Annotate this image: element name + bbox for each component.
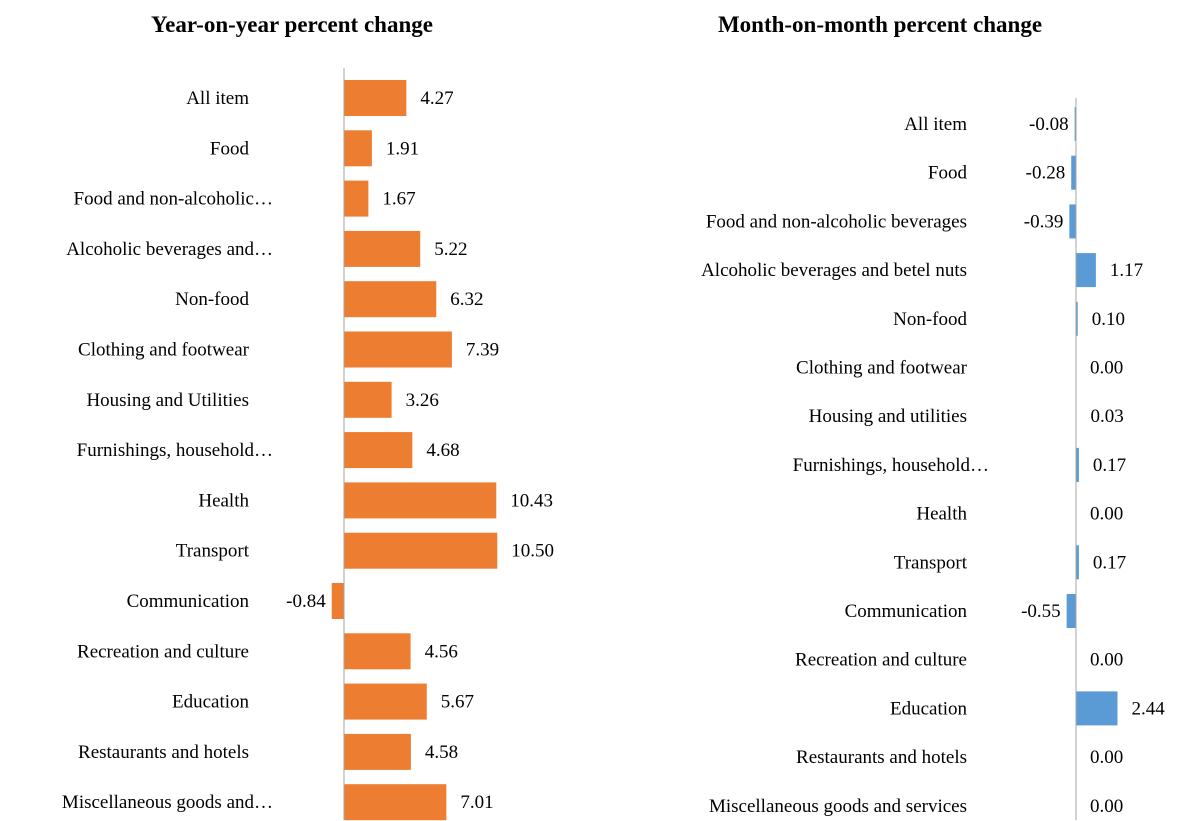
yoy-category-label: Food and non-alcoholic…: [74, 189, 273, 210]
mom-value-label: 0.00: [1090, 747, 1123, 768]
mom-value-label: 0.17: [1093, 552, 1126, 573]
yoy-value-label: 1.67: [382, 189, 415, 210]
mom-category-label: Food and non-alcoholic beverages: [706, 211, 967, 232]
mom-value-label: -0.39: [1024, 211, 1064, 232]
mom-category-label: Miscellaneous goods and services: [709, 796, 967, 817]
yoy-bar: [344, 281, 437, 318]
yoy-category-label: Recreation and culture: [77, 641, 249, 662]
mom-bar: [1071, 155, 1076, 190]
mom-category-label: Recreation and culture: [795, 650, 967, 671]
mom-category-label: Non-food: [893, 309, 967, 330]
mom-bar: [1074, 107, 1076, 141]
yoy-value-label: 4.56: [425, 641, 458, 662]
yoy-category-label: Housing and Utilities: [86, 390, 249, 411]
yoy-category-label: Education: [172, 692, 250, 713]
yoy-value-label: 4.27: [420, 88, 453, 109]
yoy-value-label: 1.91: [386, 138, 419, 159]
mom-category-label: All item: [904, 114, 967, 135]
yoy-value-label: 4.58: [425, 742, 458, 763]
yoy-category-label: Non-food: [175, 289, 249, 310]
mom-category-label: Clothing and footwear: [796, 358, 968, 379]
yoy-category-label: Transport: [176, 541, 250, 562]
yoy-chart-title: Year-on-year percent change: [151, 12, 433, 37]
mom-category-label: Restaurants and hotels: [796, 747, 967, 768]
yoy-bar: [344, 130, 372, 167]
yoy-bar: [344, 733, 411, 770]
mom-value-label: 0.00: [1090, 358, 1123, 379]
yoy-value-label: 4.68: [426, 440, 459, 461]
yoy-category-label: Food: [210, 138, 250, 159]
yoy-bar: [344, 381, 392, 418]
yoy-category-label: Communication: [127, 591, 250, 612]
yoy-chart: All item 4.27 Food 1.91 Food and non-alcohol…: [62, 68, 554, 821]
yoy-value-label: 10.43: [510, 490, 553, 511]
mom-value-label: 1.17: [1110, 260, 1143, 281]
yoy-category-label: Furnishings, household…: [77, 440, 273, 461]
yoy-value-label: 3.26: [406, 390, 439, 411]
yoy-category-label: Miscellaneous goods and…: [62, 792, 273, 813]
mom-value-label: 0.10: [1092, 309, 1125, 330]
mom-bar: [1076, 447, 1079, 482]
yoy-bar: [344, 532, 498, 569]
mom-category-label: Housing and utilities: [809, 406, 967, 427]
mom-value-label: 0.00: [1090, 796, 1123, 817]
mom-value-label: -0.08: [1029, 114, 1069, 135]
yoy-bar: [344, 230, 421, 267]
mom-bar: [1066, 594, 1076, 628]
yoy-bar: [344, 80, 407, 116]
yoy-bar: [344, 482, 497, 519]
mom-category-label: Education: [890, 698, 968, 719]
yoy-category-label: Clothing and footwear: [78, 340, 250, 361]
mom-value-label: 0.00: [1090, 650, 1123, 671]
yoy-value-label: 5.67: [441, 692, 474, 713]
yoy-bar: [344, 683, 427, 720]
yoy-value-label: 6.32: [450, 289, 483, 310]
mom-value-label: -0.28: [1026, 163, 1066, 184]
mom-value-label: 2.44: [1131, 698, 1165, 719]
mom-value-label: -0.55: [1021, 601, 1061, 622]
mom-bar: [1076, 253, 1096, 288]
mom-value-label: 0.00: [1090, 504, 1123, 525]
mom-bar: [1076, 691, 1118, 726]
yoy-bar: [344, 331, 452, 368]
mom-category-label: Communication: [845, 601, 968, 622]
mom-bar: [1069, 204, 1076, 239]
mom-bar: [1076, 545, 1079, 580]
mom-category-label: Alcoholic beverages and betel nuts: [701, 260, 967, 281]
mom-category-label: Transport: [894, 552, 968, 573]
mom-category-label: Health: [916, 504, 967, 525]
mom-category-label: Furnishings, household…: [793, 455, 989, 476]
yoy-value-label: 7.39: [466, 340, 499, 361]
mom-category-label: Food: [928, 163, 968, 184]
yoy-value-label: 7.01: [460, 792, 493, 813]
mom-chart-title: Month-on-month percent change: [717, 12, 1043, 37]
yoy-category-label: All item: [186, 88, 249, 109]
mom-value-label: 0.03: [1091, 406, 1124, 427]
yoy-bar: [344, 180, 369, 217]
yoy-bar: [344, 633, 411, 670]
yoy-bar: [344, 784, 447, 821]
yoy-bar: [344, 432, 413, 469]
yoy-bar: [331, 583, 344, 619]
yoy-category-label: Health: [198, 490, 249, 511]
yoy-category-label: Alcoholic beverages and…: [66, 239, 273, 260]
yoy-value-label: -0.84: [286, 591, 326, 612]
yoy-value-label: 10.50: [511, 541, 554, 562]
mom-value-label: 0.17: [1093, 455, 1126, 476]
yoy-value-label: 5.22: [434, 239, 467, 260]
yoy-category-label: Restaurants and hotels: [78, 742, 249, 763]
mom-chart: All item -0.08 Food -0.28 Food and non-alcoh…: [701, 98, 1165, 820]
mom-bar: [1076, 301, 1078, 336]
